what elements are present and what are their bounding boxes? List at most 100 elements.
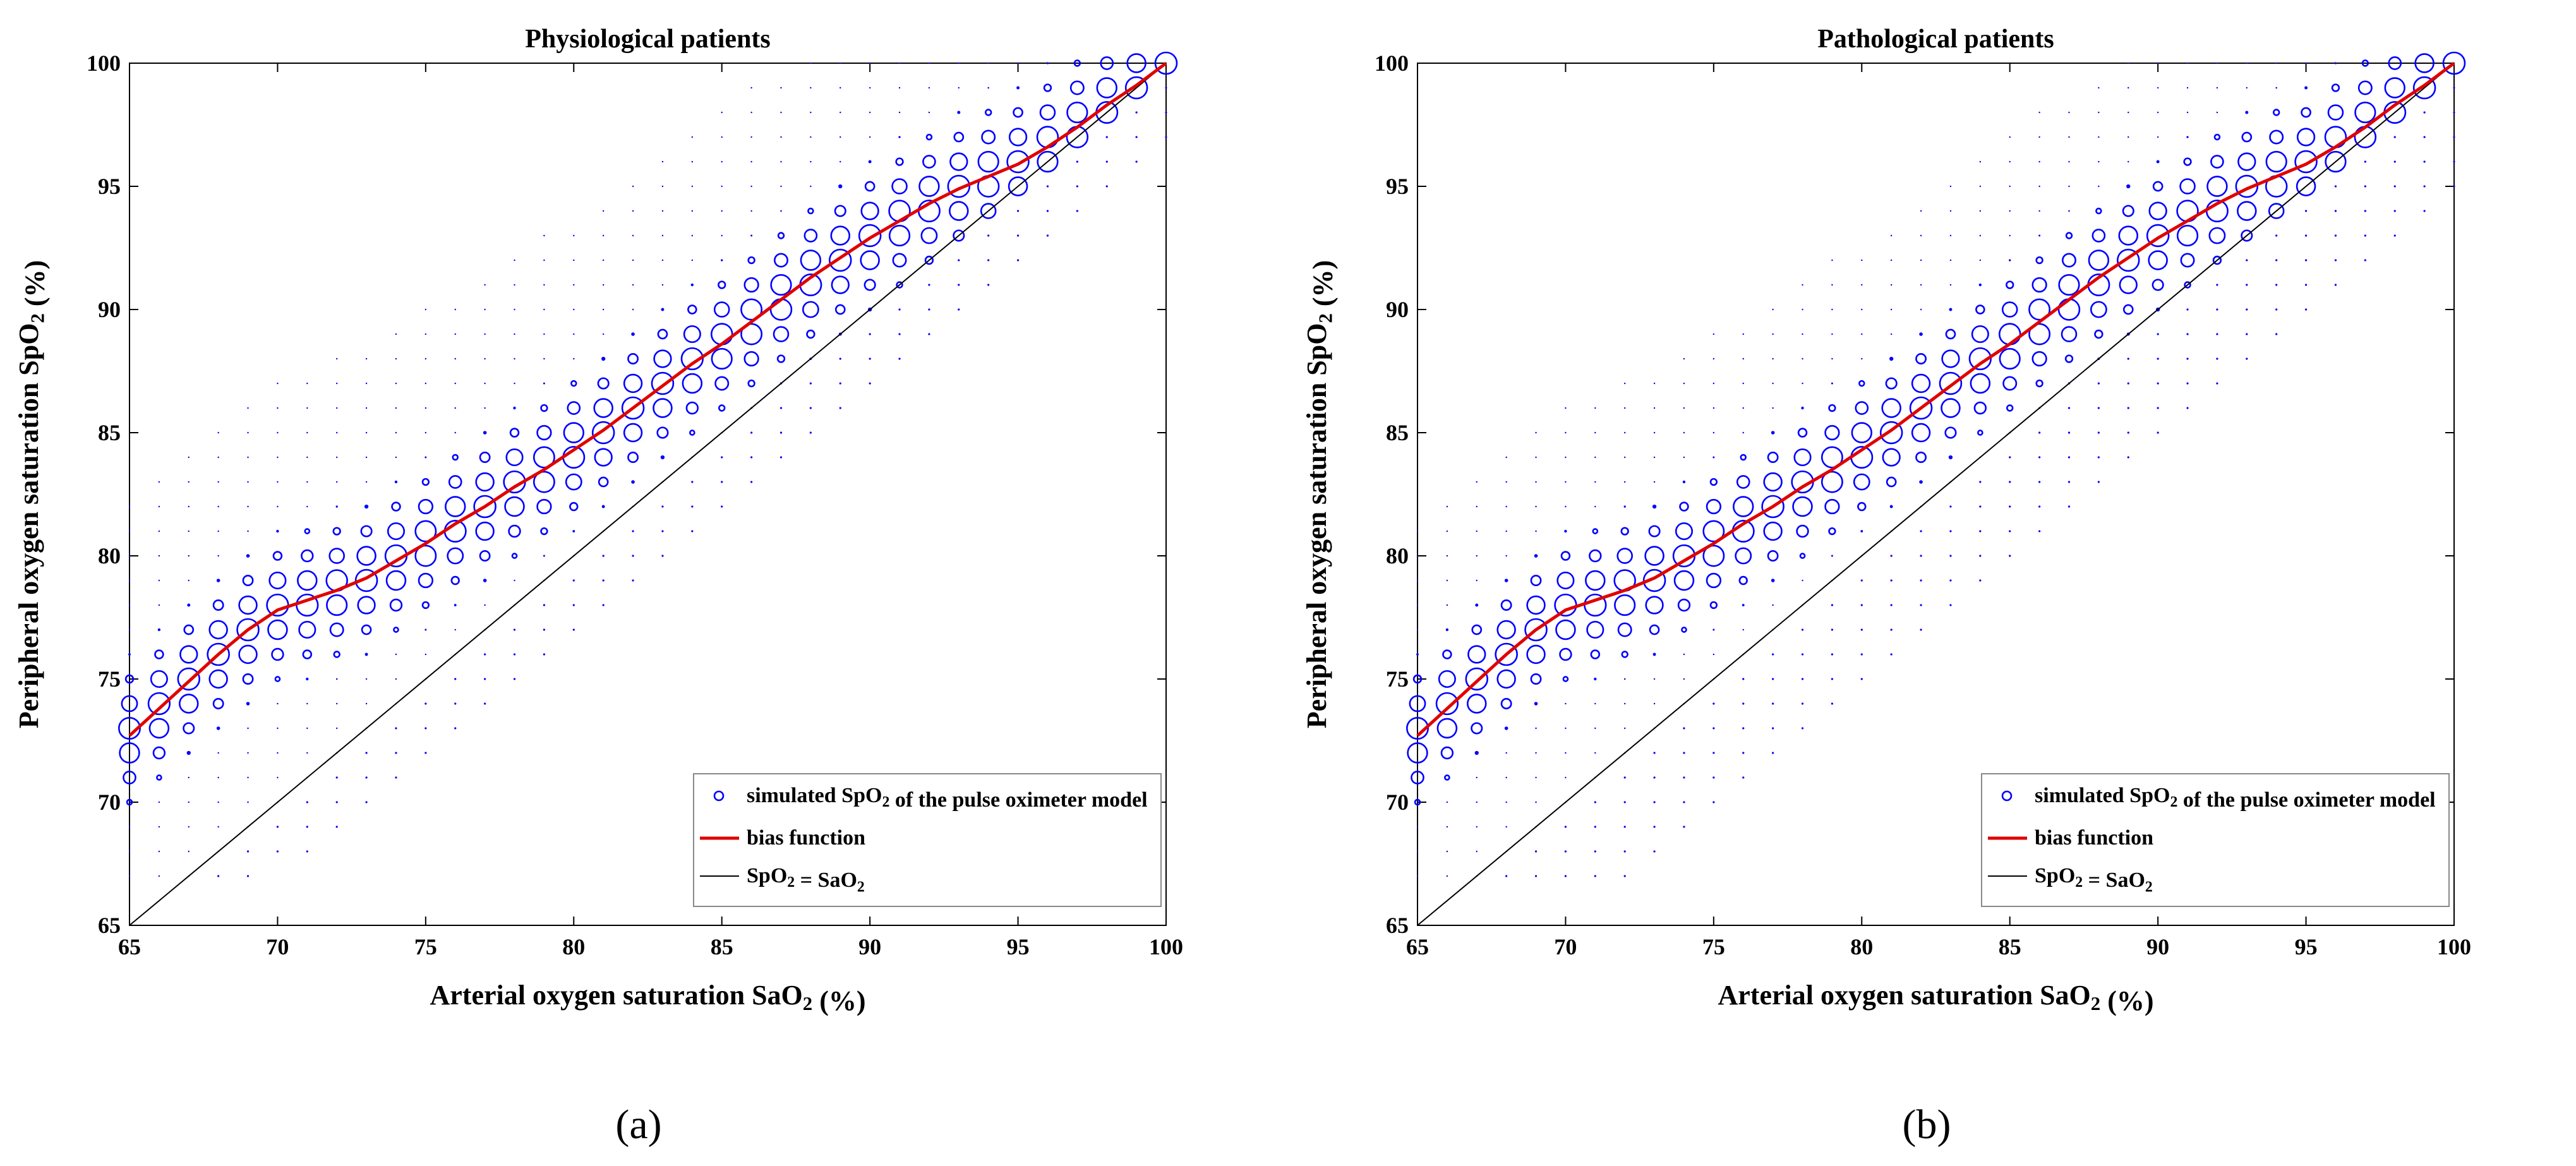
data-point — [1861, 259, 1863, 261]
data-point — [2028, 323, 2051, 346]
data-point — [242, 575, 254, 586]
data-point — [573, 234, 575, 237]
data-point — [335, 776, 338, 779]
data-point — [1624, 407, 1626, 409]
data-point — [454, 382, 456, 385]
data-point — [2186, 136, 2189, 138]
data-point — [2275, 333, 2278, 335]
data-point — [1948, 455, 1953, 460]
data-point — [1594, 431, 1596, 434]
data-point — [714, 376, 730, 391]
data-point — [1006, 150, 1030, 174]
data-point — [298, 620, 316, 639]
data-point — [450, 575, 460, 586]
data-point — [2237, 152, 2256, 171]
chart-panel-a: Physiological patients 65 70 75 80 85 90 95 100 6… — [13, 25, 1183, 1148]
data-point — [1653, 826, 1656, 828]
data-point — [598, 476, 609, 488]
data-point — [810, 62, 812, 64]
data-point — [1799, 553, 1806, 559]
data-point — [1889, 505, 1893, 508]
data-point — [918, 176, 940, 197]
data-point — [573, 333, 575, 335]
data-point — [1564, 875, 1567, 877]
data-point — [1073, 59, 1081, 67]
data-point — [1017, 62, 1019, 64]
data-point — [2186, 62, 2189, 64]
data-point — [365, 407, 368, 409]
data-point — [1438, 670, 1456, 688]
bubble-series — [118, 51, 1178, 877]
y-tick-label: 80 — [98, 543, 121, 568]
data-point — [1949, 505, 1952, 508]
data-point — [2216, 358, 2218, 360]
data-point — [1442, 649, 1452, 659]
data-point — [306, 431, 308, 434]
data-point — [454, 702, 457, 705]
data-point — [2275, 259, 2278, 261]
data-point — [957, 111, 961, 114]
data-point — [1476, 555, 1478, 557]
chart-title: Physiological patients — [525, 25, 771, 54]
data-point — [1476, 776, 1478, 779]
data-point — [928, 111, 930, 114]
data-point — [1446, 826, 1448, 828]
legend-entry-label: bias function — [747, 826, 865, 850]
data-point — [2186, 382, 2189, 385]
legend-entry-label: SpO2 = SaO2 — [2035, 864, 2153, 895]
data-point — [740, 298, 763, 321]
data-point — [2246, 62, 2248, 64]
data-point — [271, 647, 284, 661]
data-point — [1617, 622, 1632, 637]
data-point — [158, 604, 160, 606]
data-point — [2126, 184, 2131, 189]
data-point — [2009, 530, 2011, 532]
data-point — [2128, 160, 2129, 163]
data-point — [2128, 87, 2129, 89]
data-point — [475, 521, 495, 541]
x-tick-label: 100 — [2437, 934, 2471, 959]
data-point — [1999, 347, 2021, 370]
data-point — [306, 382, 308, 385]
data-point — [247, 407, 249, 409]
data-point — [958, 259, 960, 261]
data-point — [147, 692, 171, 716]
data-point — [710, 323, 733, 346]
data-point — [177, 667, 201, 691]
data-point — [479, 550, 491, 562]
data-point — [365, 456, 368, 459]
data-point — [1471, 624, 1483, 635]
data-point — [454, 407, 456, 409]
data-point — [750, 234, 753, 237]
data-point — [1677, 598, 1691, 612]
data-point — [743, 351, 759, 367]
data-point — [152, 746, 166, 760]
data-point — [2423, 136, 2426, 138]
data-point — [1890, 333, 1893, 335]
data-point — [840, 87, 841, 89]
data-point — [2334, 210, 2337, 212]
data-point — [1535, 727, 1537, 730]
data-point — [394, 480, 398, 484]
data-point — [2304, 234, 2308, 237]
legend: simulated SpO2 of the pulse oximeter mod… — [1981, 773, 2450, 907]
data-point — [1564, 529, 1567, 533]
data-point — [868, 160, 872, 164]
data-point — [1801, 702, 1804, 705]
data-point — [1742, 382, 1744, 385]
data-point — [1416, 826, 1419, 828]
data-point — [573, 308, 575, 311]
data-point — [1565, 702, 1567, 705]
data-point — [987, 284, 990, 286]
data-point — [621, 396, 645, 420]
data-point — [602, 604, 605, 606]
data-point — [1505, 776, 1507, 779]
data-point — [563, 422, 584, 443]
data-point — [2157, 87, 2159, 89]
data-point — [2206, 176, 2228, 197]
data-point — [421, 478, 430, 486]
data-point — [627, 452, 639, 463]
data-point — [661, 308, 665, 311]
data-point — [981, 129, 996, 145]
data-point — [1886, 476, 1897, 488]
